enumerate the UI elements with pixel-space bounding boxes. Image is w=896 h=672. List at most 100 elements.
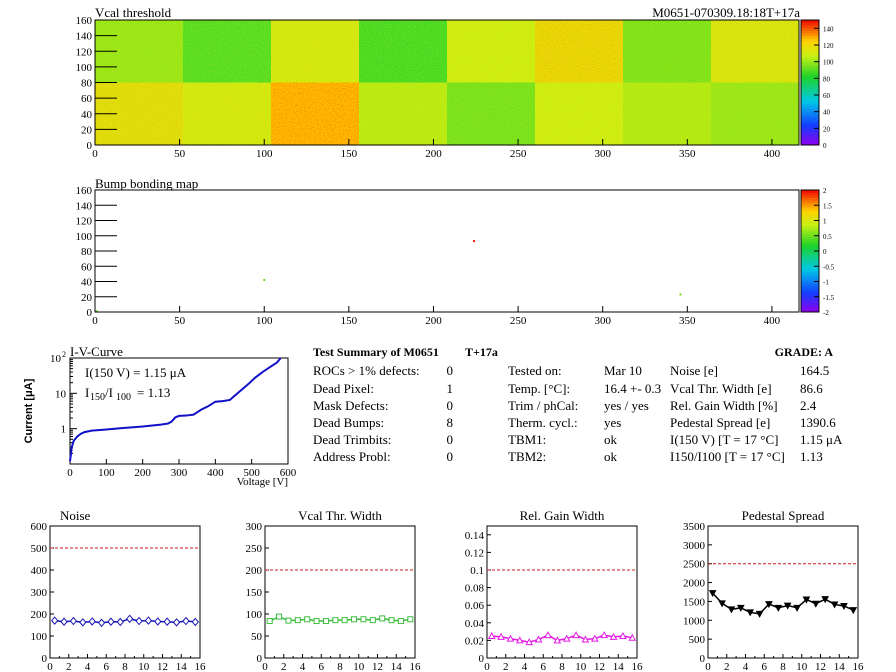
iv-x-tick-label: 500 bbox=[243, 467, 260, 479]
data-point bbox=[727, 606, 736, 614]
colorbar-segment bbox=[801, 85, 819, 89]
x-tick-label: 0 bbox=[92, 148, 98, 160]
colorbar-tick-label: 0 bbox=[823, 142, 827, 150]
colorbar-segment bbox=[801, 121, 819, 125]
colorbar-segment bbox=[801, 248, 819, 252]
colorbar-segment bbox=[801, 131, 819, 136]
x-tick-label: 6 bbox=[541, 661, 547, 672]
x-tick-label: 300 bbox=[594, 315, 611, 327]
vcal-axes: 0 50 100 150 200 250 300 350 400 0 20 40 60 80 100 120 1… bbox=[76, 15, 781, 160]
y-tick-label: 2500 bbox=[683, 559, 706, 571]
data-point bbox=[830, 601, 839, 609]
summary-label: Dead Trimbits: bbox=[313, 432, 391, 447]
module-id-label: M0651-070309.18:18T+17a bbox=[652, 5, 800, 20]
x-tick-label: 16 bbox=[853, 661, 865, 672]
data-point bbox=[182, 616, 190, 626]
vcal-threshold-title: Vcal threshold bbox=[95, 5, 172, 20]
summary-label: I150/I100 [T = 17 °C] bbox=[670, 449, 785, 464]
bump-frame bbox=[94, 189, 800, 313]
data-point bbox=[60, 617, 68, 626]
colorbar-segment bbox=[801, 243, 819, 247]
roc-pixel-texture bbox=[183, 82, 271, 145]
roc-pixel-texture bbox=[447, 82, 535, 145]
x-tick-label: 350 bbox=[679, 148, 696, 160]
data-point bbox=[821, 596, 830, 604]
colorbar-segment bbox=[801, 190, 819, 194]
colorbar-segment bbox=[801, 309, 819, 313]
summary-value: 0 bbox=[447, 398, 454, 413]
colorbar-segment bbox=[801, 116, 819, 120]
colorbar-segment bbox=[801, 245, 819, 249]
colorbar-segment bbox=[801, 61, 819, 65]
roc-plot-rel-gain-width: Rel. Gain Width 0 2 4 6 8 10 12 14 16 0 0.02 0.04 0.0… bbox=[465, 508, 643, 672]
colorbar-segment bbox=[801, 134, 819, 138]
data-point bbox=[534, 635, 543, 643]
iv-frame bbox=[69, 357, 289, 465]
iv-curve-title: I-V-Curve bbox=[70, 344, 123, 359]
x-tick-label: 6 bbox=[762, 661, 768, 672]
colorbar-segment bbox=[801, 205, 819, 209]
x-tick-label: 4 bbox=[300, 661, 306, 672]
colorbar-segment bbox=[801, 27, 819, 31]
summary-value: 8 bbox=[447, 415, 454, 430]
data-point bbox=[332, 617, 339, 624]
iv-y-tick-exponent: 2 bbox=[62, 350, 66, 359]
colorbar-segment bbox=[801, 263, 819, 267]
colorbar-segment bbox=[801, 53, 819, 57]
x-tick-label: 16 bbox=[410, 661, 422, 672]
data-point bbox=[793, 604, 801, 612]
colorbar-segment bbox=[801, 95, 819, 99]
y-tick-label: 1000 bbox=[683, 615, 706, 627]
colorbar-segment bbox=[801, 251, 819, 255]
colorbar-segment bbox=[801, 268, 819, 272]
roc-plot-frame bbox=[707, 525, 859, 659]
colorbar-segment bbox=[801, 200, 819, 204]
data-point bbox=[840, 602, 848, 610]
data-point bbox=[341, 617, 348, 624]
y-tick-label: 140 bbox=[76, 31, 93, 43]
y-tick-label: 300 bbox=[246, 521, 263, 533]
x-tick-label: 6 bbox=[319, 661, 325, 672]
summary-value: 0 bbox=[447, 363, 454, 378]
bump-defect-point bbox=[263, 278, 266, 281]
y-tick-label: 200 bbox=[31, 609, 48, 621]
colorbar-tick-label: -2 bbox=[823, 309, 829, 317]
data-point bbox=[360, 616, 367, 623]
colorbar-segment bbox=[801, 230, 819, 234]
data-point bbox=[783, 602, 792, 610]
colorbar-segment bbox=[801, 103, 819, 107]
colorbar-segment bbox=[801, 281, 819, 285]
data-point bbox=[774, 604, 783, 612]
y-tick-label: 250 bbox=[246, 543, 263, 555]
colorbar-segment bbox=[801, 291, 819, 295]
data-point bbox=[285, 617, 292, 624]
colorbar-segment bbox=[801, 79, 819, 83]
x-tick-label: 0 bbox=[484, 661, 490, 672]
colorbar-segment bbox=[801, 225, 819, 229]
roc-pixel-texture bbox=[447, 20, 535, 83]
y-tick-label: 40 bbox=[81, 109, 93, 121]
summary-label: Pedestal Spread [e] bbox=[670, 415, 770, 430]
colorbar-segment bbox=[801, 294, 819, 298]
iv-x-tick-label: 200 bbox=[134, 467, 151, 479]
iv-y-tick-label: 10 bbox=[50, 353, 62, 365]
x-tick-label: 250 bbox=[510, 148, 527, 160]
colorbar-segment bbox=[801, 72, 819, 76]
bump-axes: 0 50 100 150 200 250 300 350 400 0 20 40 60 80 100 120 1… bbox=[76, 185, 781, 327]
colorbar-tick-label: 0.5 bbox=[823, 233, 832, 241]
series-line bbox=[269, 615, 411, 622]
data-point bbox=[765, 601, 773, 609]
data-point bbox=[849, 607, 858, 615]
colorbar-tick-label: 0 bbox=[823, 248, 827, 256]
y-tick-label: 160 bbox=[76, 185, 93, 197]
iv-xlabel: Voltage [V] bbox=[237, 476, 288, 488]
summary-value: Mar 10 bbox=[604, 363, 642, 378]
colorbar-segment bbox=[801, 87, 819, 91]
colorbar-segment bbox=[801, 35, 819, 39]
x-tick-label: 10 bbox=[353, 661, 365, 672]
iv-x-tick-label: 600 bbox=[280, 467, 297, 479]
bump-defect-point bbox=[679, 293, 682, 296]
roc-plot-frame bbox=[264, 525, 416, 659]
summary-value: ok bbox=[604, 449, 618, 464]
x-tick-label: 14 bbox=[391, 661, 403, 672]
